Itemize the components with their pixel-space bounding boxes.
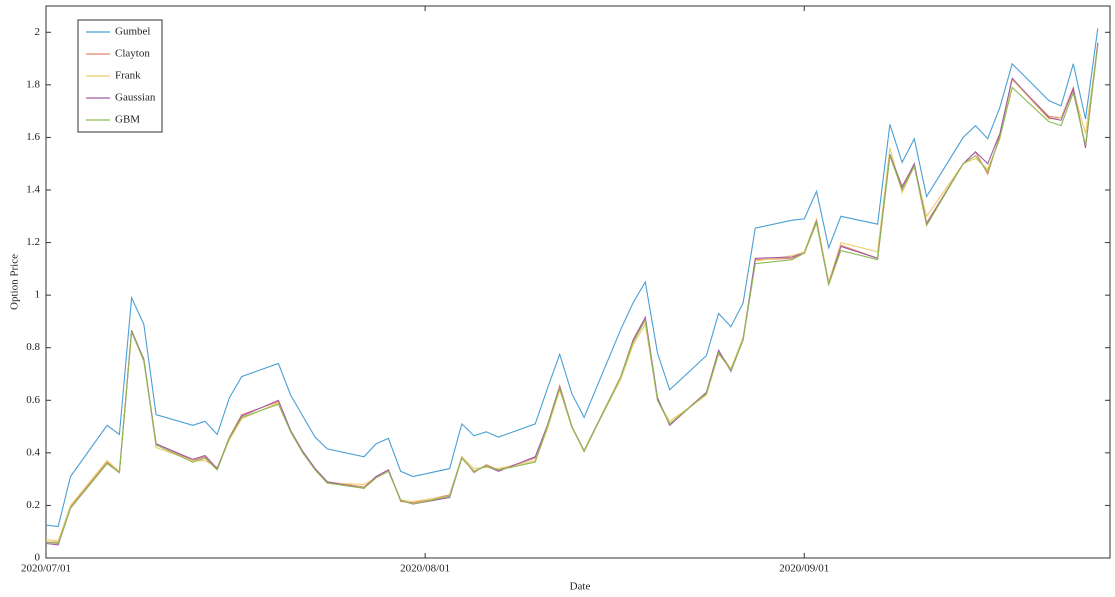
plot-frame — [45, 5, 1111, 559]
legend-label: Gaussian — [115, 92, 156, 104]
y-tick-label: 0.4 — [26, 446, 40, 458]
x-tick-label: 2020/09/01 — [779, 563, 829, 575]
y-tick-label: 1 — [35, 289, 41, 301]
series-line — [46, 44, 1099, 543]
y-tick-label: 0.8 — [26, 341, 40, 353]
y-axis-label: Option Price — [9, 254, 21, 310]
x-tick-label: 2020/07/01 — [21, 563, 71, 575]
y-tick-label: 0.2 — [26, 499, 40, 511]
legend-label: Frank — [115, 70, 141, 82]
y-tick-label: 2 — [35, 26, 41, 38]
series-line — [45, 45, 1099, 542]
y-tick-label: 1.2 — [26, 236, 40, 248]
legend-label: Gumbel — [115, 26, 150, 38]
x-tick-label: 2020/08/01 — [400, 563, 450, 575]
y-tick-label: 0.6 — [26, 394, 40, 406]
y-tick-label: 0 — [35, 552, 41, 564]
legend-label: Clayton — [115, 48, 150, 60]
series-line — [45, 28, 1099, 528]
x-axis-label: Date — [570, 581, 591, 593]
series-line — [45, 42, 1099, 546]
series-line — [45, 45, 1099, 545]
legend-label: GBM — [115, 114, 140, 126]
y-tick-label: 1.8 — [26, 78, 40, 90]
y-tick-label: 1.4 — [26, 184, 40, 196]
y-tick-label: 1.6 — [26, 131, 40, 143]
